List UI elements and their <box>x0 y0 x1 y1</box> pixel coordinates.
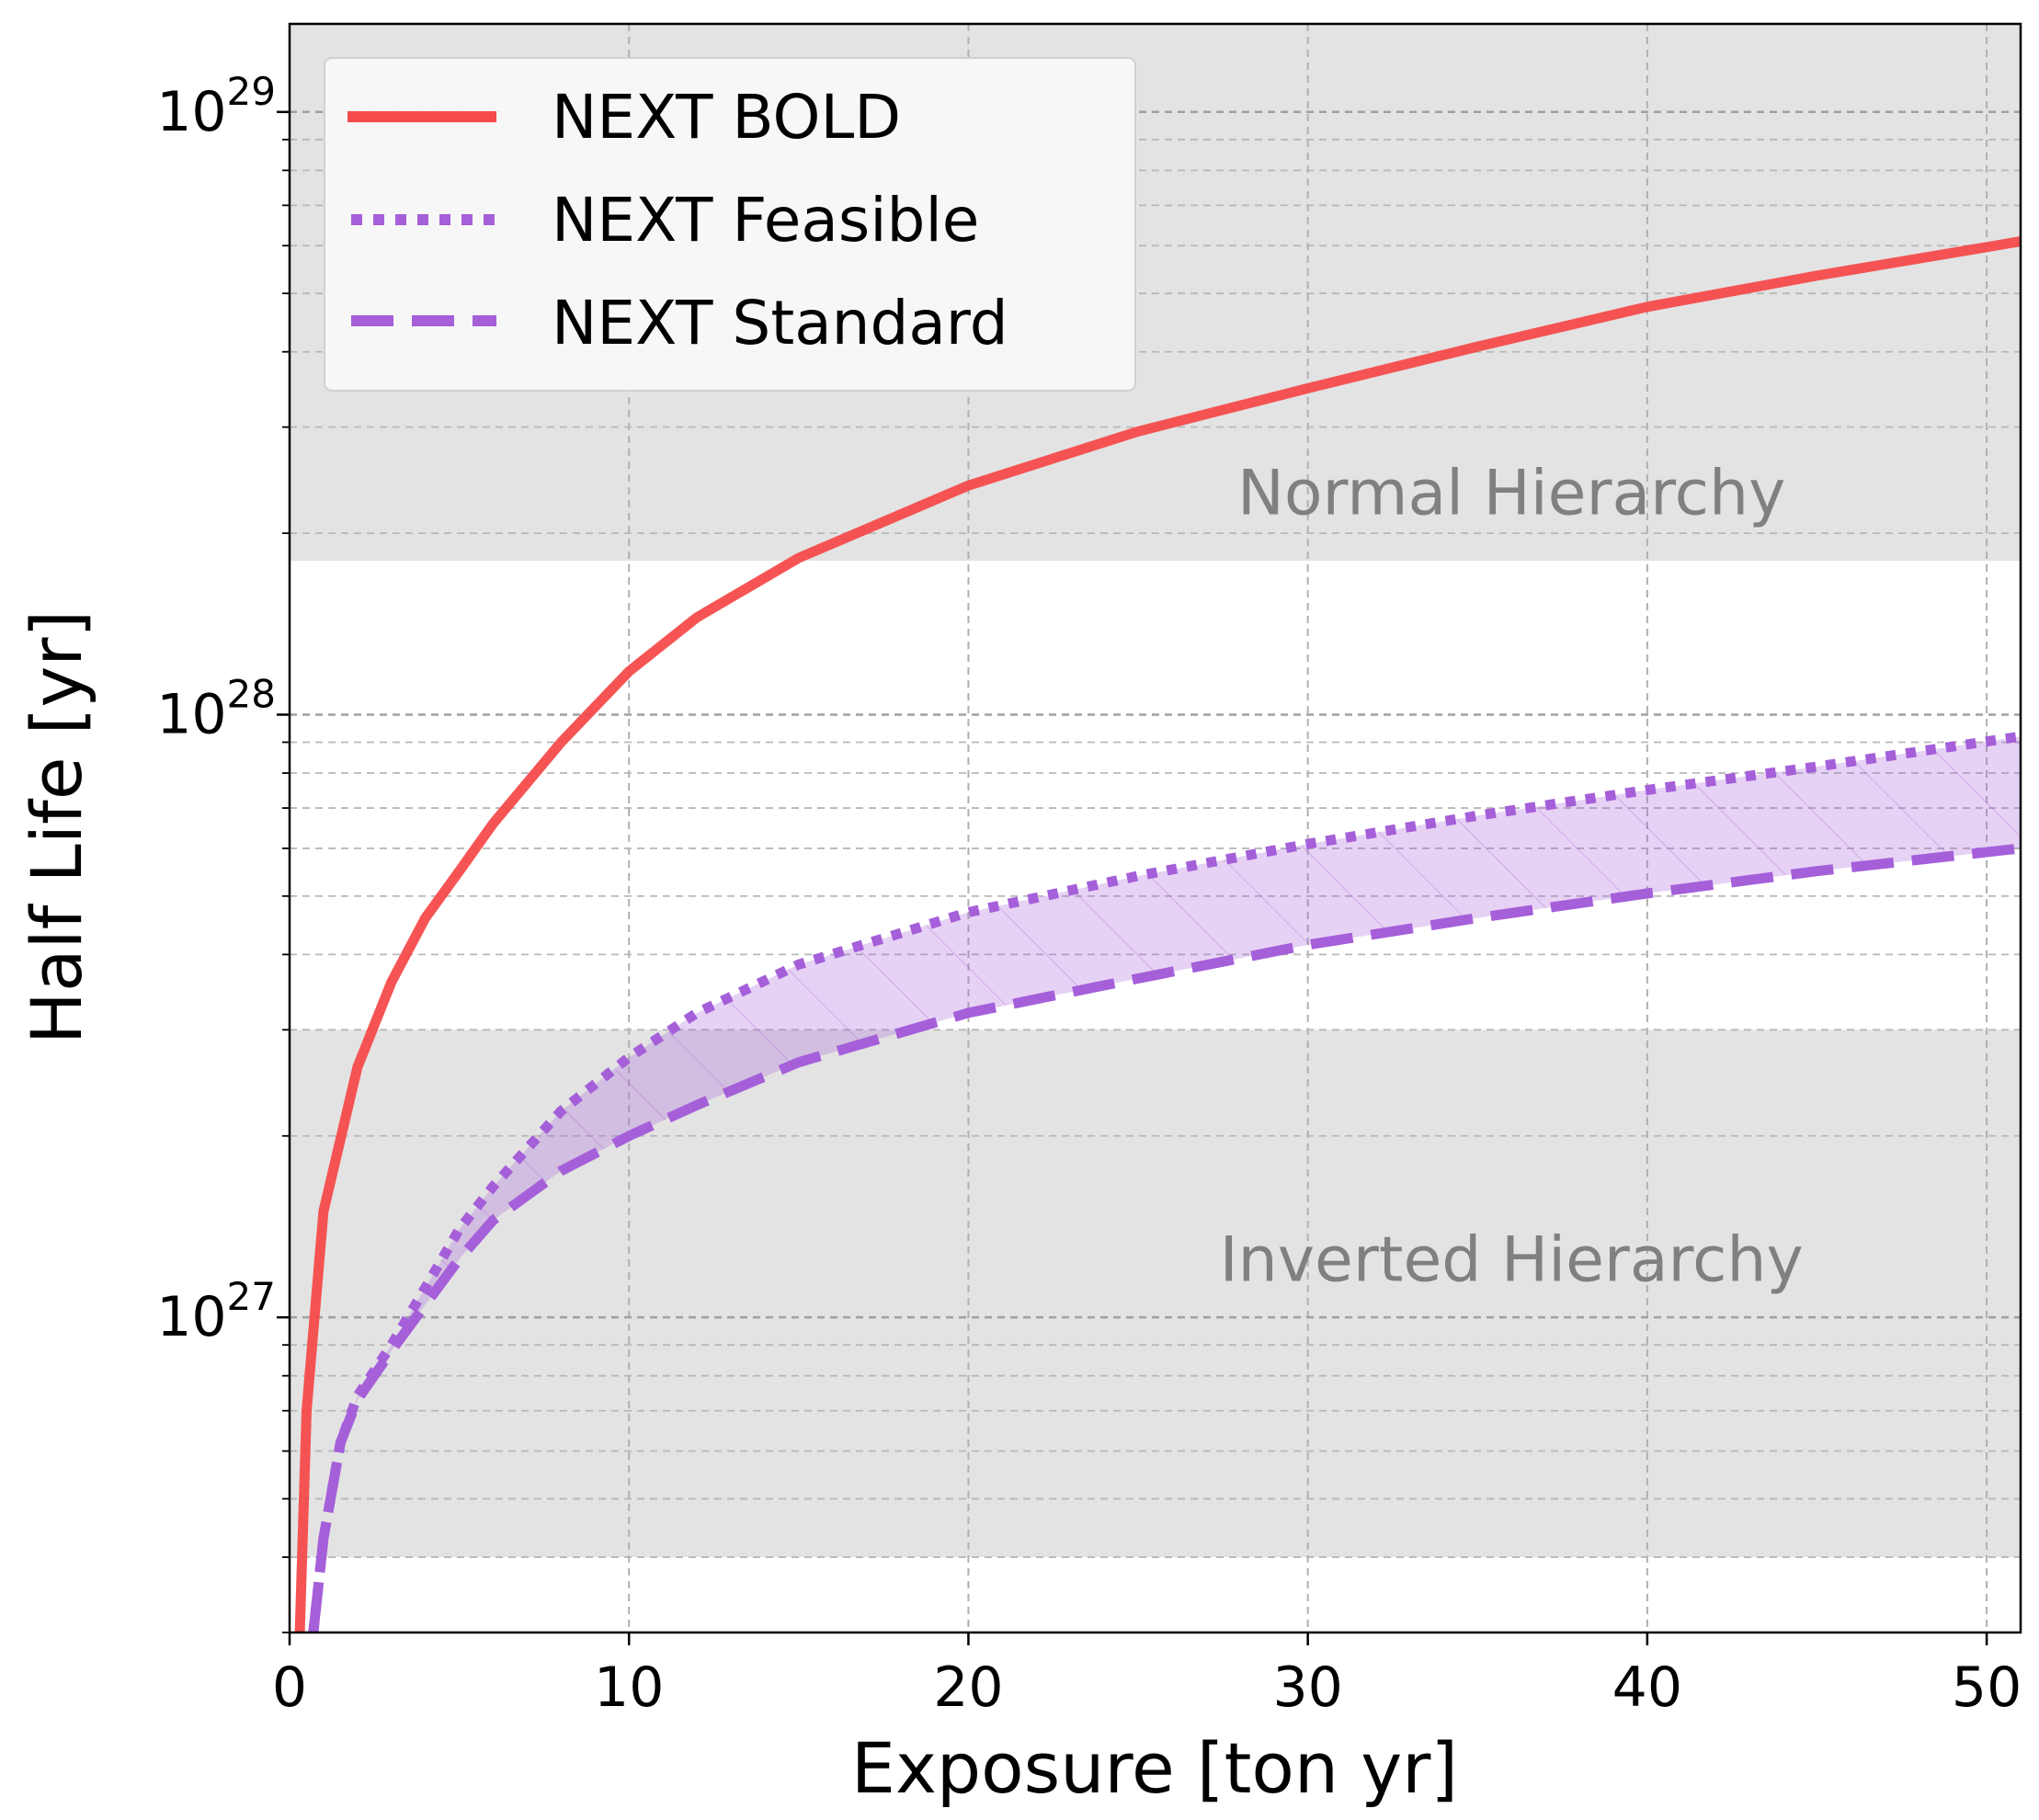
y-axis-ticks: 1027 1028 1029 <box>156 69 290 1633</box>
series-line-next-standard <box>308 843 2021 1632</box>
x-axis-ticks: 0 10 20 30 40 50 <box>272 1632 2022 1720</box>
x-tick-label: 10 <box>594 1655 664 1720</box>
y-axis-title: Half Life [yr] <box>16 610 97 1044</box>
series-line-next-bold <box>294 236 2021 1632</box>
plot-frame <box>288 22 2022 1634</box>
legend-label-bold: NEXT BOLD <box>552 82 901 153</box>
plot-area: Normal Hierarchy Inverted Hierarchy <box>288 22 2022 1634</box>
x-axis-title: Exposure [ton yr] <box>851 1727 1458 1809</box>
x-tick-label: 20 <box>933 1655 1003 1720</box>
y-tick-label: 1027 <box>156 1274 276 1349</box>
legend-label-standard: NEXT Standard <box>552 288 1008 358</box>
x-tick-label: 50 <box>1952 1655 2022 1720</box>
region-label-0: Normal Hierarchy <box>1237 458 1785 530</box>
y-tick-label: 1028 <box>156 671 276 746</box>
x-tick-label: 30 <box>1272 1655 1342 1720</box>
legend: NEXT BOLD NEXT Feasible NEXT Standard <box>324 57 1136 392</box>
legend-box <box>324 57 1136 392</box>
legend-label-feasible: NEXT Feasible <box>552 185 979 256</box>
region-label-1: Inverted Hierarchy <box>1220 1223 1804 1296</box>
x-tick-label: 40 <box>1612 1655 1682 1720</box>
data-series <box>294 236 2021 1632</box>
band-hatch <box>313 736 2021 1632</box>
region-labels: Normal Hierarchy Inverted Hierarchy <box>1220 458 1804 1297</box>
y-tick-label: 1029 <box>156 69 276 144</box>
feasible-standard-band <box>313 736 2021 1632</box>
x-tick-label: 0 <box>272 1655 307 1720</box>
